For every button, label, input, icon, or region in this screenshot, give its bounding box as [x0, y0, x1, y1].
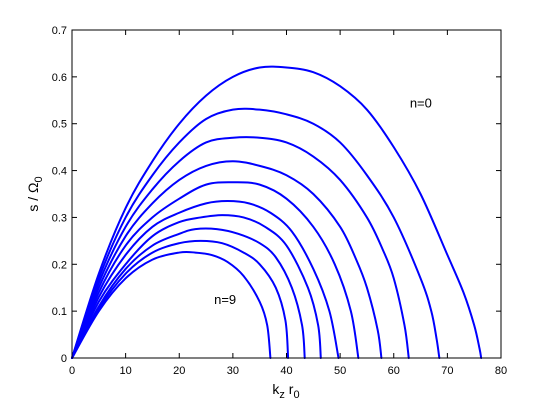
y-tick-label: 0.3	[52, 212, 67, 224]
annotation-label-1: n=9	[214, 292, 236, 307]
x-tick-label: 60	[388, 365, 400, 377]
x-tick-label: 80	[495, 365, 507, 377]
x-axis-label: kz r0	[272, 381, 299, 401]
y-label-base: s / Ω	[25, 182, 41, 211]
series-line-9	[71, 250, 272, 359]
x-tick-label: 30	[227, 365, 239, 377]
x-label-base: k	[272, 381, 280, 397]
series-line-2	[71, 136, 410, 359]
x-tick-label: 10	[120, 365, 132, 377]
x-label-mid: r	[285, 381, 294, 397]
series-line-7	[71, 227, 306, 359]
series-curves	[71, 65, 483, 359]
x-label-sub2: 0	[293, 389, 299, 401]
plot-area	[72, 30, 501, 358]
series-line-4	[71, 181, 360, 359]
annotation-label-0: n=0	[410, 95, 432, 110]
y-tick-label: 0.6	[52, 72, 67, 84]
y-tick-label: 0.2	[52, 259, 67, 271]
series-line-1	[71, 107, 441, 359]
annotations: n=0 n=9	[214, 95, 432, 307]
x-tick-label: 20	[173, 365, 185, 377]
y-tick-label: 0.7	[52, 25, 67, 37]
series-line-0	[71, 65, 483, 359]
y-axis-label: s / Ω0	[25, 176, 45, 211]
series-line-5	[71, 200, 340, 359]
y-tick-label: 0.1	[52, 306, 67, 318]
x-tick-label: 0	[69, 365, 75, 377]
y-label-sub: 0	[33, 176, 45, 182]
axis-ticks: 0 10 20 30 40 50 60 70 80 0 0.1 0.2 0.3 0.4 0.5 0.6 0.7	[52, 25, 507, 377]
y-tick-label: 0.5	[52, 119, 67, 131]
x-tick-label: 50	[334, 365, 346, 377]
x-label-sub1: z	[279, 389, 285, 401]
x-tick-label: 70	[441, 365, 453, 377]
series-line-8	[71, 239, 290, 359]
x-tick-label: 40	[280, 365, 292, 377]
y-tick-label: 0	[61, 353, 67, 365]
series-line-3	[71, 160, 383, 359]
series-line-6	[71, 214, 322, 359]
y-tick-label: 0.4	[52, 166, 67, 178]
